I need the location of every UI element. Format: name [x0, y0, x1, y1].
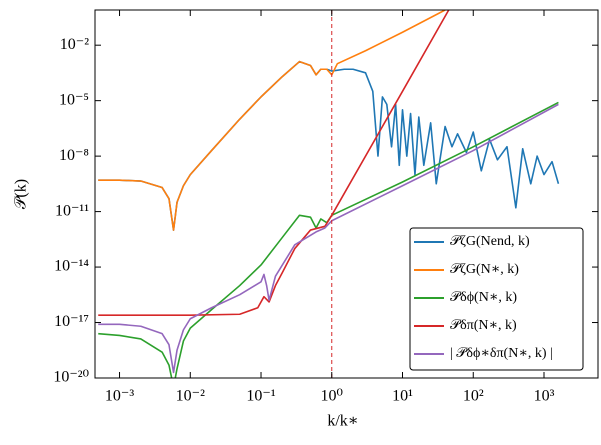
- y-tick-label: 10⁻²⁰: [53, 369, 89, 386]
- legend-label: | 𝒫δϕ∗δπ(N∗, k) |: [450, 346, 553, 361]
- x-tick-label: 10²: [463, 388, 484, 405]
- legend-box: [409, 227, 584, 371]
- y-tick-label: 10⁻¹⁴: [54, 258, 89, 275]
- y-tick-label: 10⁻²: [60, 36, 89, 53]
- legend-label: 𝒫ζG(Nend, k): [450, 234, 530, 249]
- y-axis-label: 𝒫(k): [13, 179, 30, 209]
- plot-frame: [94, 9, 599, 379]
- series-line: [98, 10, 450, 316]
- series-line: [98, 60, 560, 231]
- x-axis-label: k/k∗: [327, 413, 358, 430]
- x-tick-label: 10⁻¹: [246, 388, 275, 405]
- y-tick-label: 10⁻¹¹: [55, 202, 89, 219]
- legend: 𝒫ζG(Nend, k) 𝒫ζG(N∗, k) 𝒫δϕ(N∗, k) 𝒫δπ(N∗, …: [409, 227, 584, 371]
- legend-label: 𝒫δϕ(N∗, k): [450, 290, 517, 305]
- x-tick-label: 10⁰: [321, 388, 343, 405]
- legend-label: 𝒫δπ(N∗, k): [450, 318, 517, 333]
- x-tick-label: 10¹: [392, 388, 413, 405]
- y-tick-label: 10⁻⁵: [59, 91, 89, 108]
- y-tick-label: 10⁻¹⁷: [54, 313, 89, 330]
- series-line: [98, 103, 559, 374]
- y-tick-label: 10⁻⁸: [59, 147, 89, 164]
- x-tick-label: 10³: [534, 388, 555, 405]
- series-line: [98, 10, 446, 231]
- plot-area: [98, 10, 560, 378]
- x-tick-label: 10⁻³: [105, 388, 134, 405]
- x-tick-label: 10⁻²: [176, 388, 205, 405]
- legend-label: 𝒫ζG(N∗, k): [450, 262, 519, 277]
